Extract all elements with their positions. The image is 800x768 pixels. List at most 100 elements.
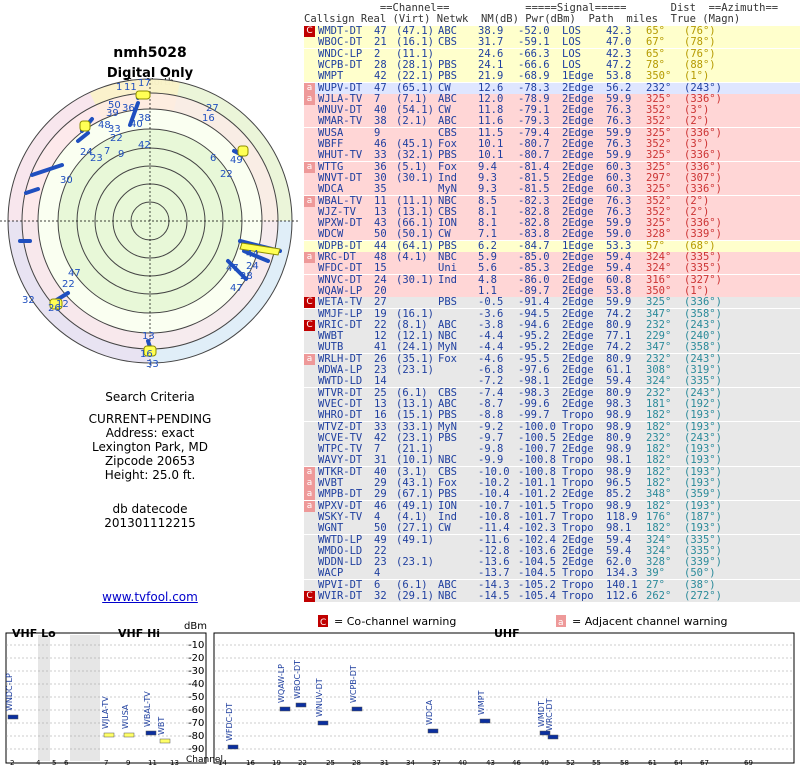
table-cell: Uni — [438, 262, 457, 275]
table-cell: 2Edge — [562, 341, 594, 354]
table-cell: 22 — [374, 318, 387, 331]
table-cell: 77.1 — [606, 330, 632, 343]
table-cell: WHUT-TV — [318, 149, 363, 162]
table-cell: WCVE-TV — [318, 431, 363, 444]
table-row: WJZ-TV 13 (13.1) CBS 8.1 -82.8 2Edge 76.3 352° (2… — [304, 206, 800, 218]
signal-marker — [479, 718, 491, 724]
table-cell: 2Edge — [562, 92, 594, 105]
criteria-heading: Search Criteria — [105, 390, 195, 404]
table-cell: -95.2 — [518, 341, 550, 354]
table-cell: 49 — [374, 533, 387, 546]
table-cell: LOS — [562, 58, 581, 71]
table-cell: 181° — [646, 397, 672, 410]
table-cell: WPXV-DT — [318, 499, 363, 512]
table-row: WWBT 12 (12.1) NBC -4.4 -95.2 2Edge 77.1 229° (24… — [304, 330, 800, 343]
table-cell: Tropo — [562, 420, 594, 433]
table-cell: -9.7 — [478, 431, 504, 444]
table-cell: 41 — [374, 341, 387, 354]
table-cell: -89.7 — [518, 284, 550, 297]
svg-text:a: a — [558, 618, 564, 628]
table-cell: 11.5 — [478, 126, 504, 139]
table-cell: 324° — [646, 375, 672, 388]
table-cell: 65° — [646, 25, 665, 37]
table-row: WHRO-DT 16 (15.1) PBS -8.8 -99.7 Tropo 98.9 182°… — [304, 409, 800, 422]
table-cell: 98.9 — [606, 420, 632, 433]
table-cell: 59.4 — [606, 533, 632, 546]
table-cell: PBS — [438, 431, 457, 444]
table-cell: WAVY-DT — [318, 454, 363, 467]
table-row: WPVI-DT 6 (6.1) ABC -14.3 -105.2 Tropo 140.1 27°… — [304, 578, 800, 591]
table-row: WDDN-LD 23 (23.1) -13.6 -104.5 2Edge 62.0 328° (… — [304, 556, 800, 569]
table-cell: 59.9 — [606, 126, 632, 139]
table-cell: 42 — [374, 431, 387, 444]
channel-tick: 25 — [326, 759, 335, 767]
table-cell: (3°) — [684, 104, 710, 117]
table-cell: 325° — [646, 126, 672, 139]
table-cell: (23.1) — [396, 431, 434, 444]
table-cell: 2 — [374, 47, 381, 60]
table-cell: -12.8 — [478, 544, 510, 557]
table-cell: 4.8 — [478, 273, 497, 286]
table-cell: 42 — [374, 70, 387, 83]
table-cell: (336°) — [684, 296, 722, 309]
table-cell: (65.1) — [396, 81, 434, 94]
channel-tick: 14 — [218, 759, 227, 767]
table-cell: PBS — [438, 70, 457, 83]
table-cell: 2Edge — [562, 397, 594, 410]
table-cell: 23 — [374, 556, 387, 569]
table-cell: (11.1) — [396, 194, 434, 207]
channel-tick: 9 — [126, 759, 130, 767]
table-cell: (335°) — [684, 544, 722, 557]
table-cell: ABC — [438, 578, 457, 591]
tvfool-link[interactable]: www.tvfool.com — [102, 590, 198, 604]
channel-tick: 58 — [620, 759, 629, 767]
table-cell: 24 — [374, 273, 387, 286]
table-cell: 50 — [374, 522, 387, 535]
table-cell: CW — [438, 81, 451, 94]
table-cell: 42.3 — [606, 47, 632, 60]
channel-tick: 13 — [170, 759, 179, 767]
table-cell: 11.8 — [478, 104, 504, 117]
table-row: WWTD-LP 49 (49.1) -11.6 -102.4 2Edge 59.4 324° (… — [304, 533, 800, 546]
signal-marker-label: WMDT — [537, 701, 546, 727]
table-cell: (6.1) — [396, 386, 428, 399]
adjacent-warning-badge: a — [304, 500, 315, 512]
table-row: WDCW 50 (50.1) CW 7.1 -83.8 2Edge 59.0 328° (339°… — [304, 229, 800, 241]
table-cell: Fox — [438, 477, 457, 489]
table-row: a WVBT 29 (43.1) Fox -10.2 -101.1 Tropo 96.5 182°… — [304, 478, 800, 489]
cochannel-warning-badge: C — [304, 591, 315, 602]
table-cell: 232° — [646, 431, 672, 444]
table-cell: 2Edge — [562, 431, 594, 444]
svg-text:47: 47 — [226, 263, 239, 274]
signal-marker-label: WMPT — [477, 690, 486, 715]
table-cell: (76°) — [684, 47, 716, 60]
table-cell: 140.1 — [606, 578, 638, 591]
channel-tick: 2 — [10, 759, 14, 767]
y-tick: -10 — [188, 640, 204, 651]
table-cell: 20 — [374, 284, 387, 297]
table-row: a WTTG 36 (5.1) Fox 9.4 -81.4 2Edge 60.3 325° (336… — [304, 161, 800, 173]
table-cell: 347° — [646, 341, 672, 354]
table-row: WTVR-DT 25 (6.1) CBS -7.4 -98.3 2Edge 80.9 232° (… — [304, 386, 800, 399]
table-cell: 40 — [374, 465, 387, 478]
table-cell: (335°) — [684, 533, 722, 546]
table-cell: 2Edge — [562, 251, 594, 263]
table-cell: 24.1 — [478, 58, 504, 71]
table-cell: 2Edge — [562, 307, 594, 320]
table-cell: 59.4 — [606, 375, 632, 388]
table-cell: (243°) — [684, 386, 722, 399]
table-cell: 2Edge — [562, 443, 594, 456]
table-cell: 2Edge — [562, 284, 594, 297]
table-cell: -104.5 — [518, 556, 556, 569]
table-cell: 5.6 — [478, 262, 497, 275]
table-cell: (50°) — [684, 567, 716, 580]
table-cell: 9.3 — [478, 171, 497, 184]
y-tick: -90 — [188, 744, 204, 755]
table-cell: (78°) — [684, 36, 716, 49]
table-cell: -99.7 — [518, 409, 550, 422]
adj-warning-legend-label: = Adjacent channel warning — [572, 615, 728, 628]
table-cell: 24.6 — [478, 47, 504, 60]
table-row: WNUV-DT 40 (54.1) CW 11.8 -79.1 2Edge 76.3 352° (… — [304, 104, 800, 117]
table-cell: -7.2 — [478, 375, 504, 388]
